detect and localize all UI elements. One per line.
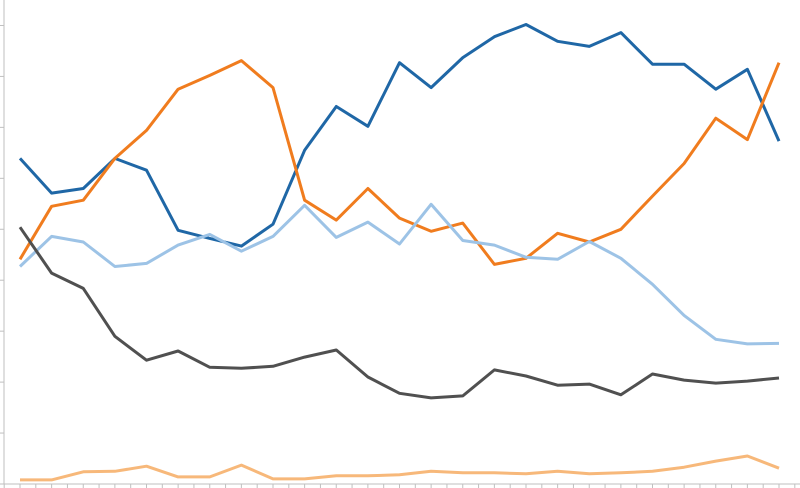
series-line (20, 454, 780, 482)
series-line (18, 202, 780, 346)
series-line (18, 59, 781, 266)
series-line (18, 23, 781, 248)
series-line (18, 226, 780, 400)
